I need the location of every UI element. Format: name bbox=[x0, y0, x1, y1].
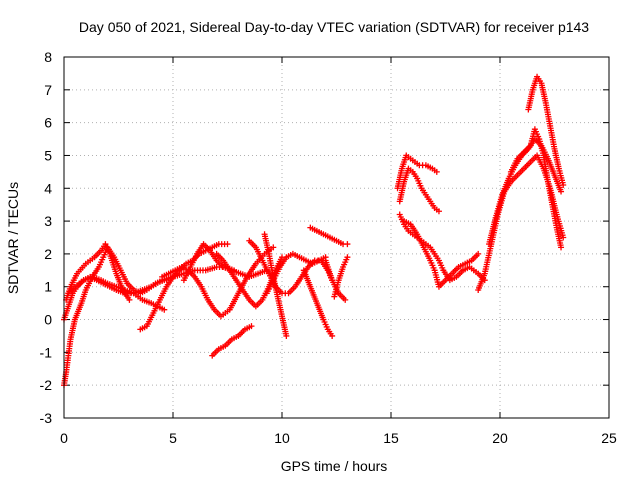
series-arc16 bbox=[331, 254, 351, 300]
data-point-marker bbox=[435, 208, 442, 215]
data-point-marker bbox=[433, 168, 440, 175]
y-tick-label: 0 bbox=[44, 312, 52, 328]
data-point-marker bbox=[344, 241, 351, 248]
y-tick-label: 3 bbox=[44, 213, 52, 229]
series-arc24 bbox=[525, 73, 567, 188]
series-arc20 bbox=[401, 218, 482, 290]
data-point-marker bbox=[558, 188, 565, 195]
data-point-marker bbox=[342, 296, 349, 303]
y-tick-label: 5 bbox=[44, 147, 52, 163]
y-tick-label: -3 bbox=[40, 410, 53, 426]
series-arc18 bbox=[396, 165, 442, 215]
x-tick-label: 15 bbox=[383, 430, 399, 446]
data-point-marker bbox=[560, 234, 567, 241]
y-tick-label: -2 bbox=[40, 377, 53, 393]
y-tick-label: 4 bbox=[44, 180, 52, 196]
chart-title: Day 050 of 2021, Sidereal Day-to-day VTE… bbox=[79, 19, 589, 35]
data-point-marker bbox=[126, 296, 133, 303]
plot-frame bbox=[63, 56, 610, 419]
data-point-marker bbox=[329, 332, 336, 339]
data-point-marker bbox=[224, 241, 231, 248]
x-tick-label: 10 bbox=[274, 430, 290, 446]
y-tick-label: 1 bbox=[44, 279, 52, 295]
series-arc23 bbox=[507, 126, 565, 251]
data-point-marker bbox=[475, 250, 482, 257]
x-tick-label: 0 bbox=[60, 430, 68, 446]
y-tick-label: 6 bbox=[44, 115, 52, 131]
data-point-marker bbox=[270, 244, 277, 251]
x-tick-label: 20 bbox=[492, 430, 508, 446]
series-arc8 bbox=[209, 323, 255, 359]
y-axis-label: SDTVAR / TECUs bbox=[5, 182, 21, 294]
series-arc11 bbox=[261, 231, 290, 339]
y-tick-label: 2 bbox=[44, 246, 52, 262]
x-axis-label: GPS time / hours bbox=[281, 458, 388, 474]
data-point-marker bbox=[248, 323, 255, 330]
data-point-marker bbox=[344, 254, 351, 261]
series-arc17 bbox=[394, 152, 440, 192]
data-point-marker bbox=[558, 244, 565, 251]
series-arc13 bbox=[307, 224, 351, 248]
x-tick-label: 25 bbox=[601, 430, 617, 446]
data-point-marker bbox=[161, 306, 168, 313]
y-tick-label: 8 bbox=[44, 49, 52, 65]
series-arc14 bbox=[300, 267, 336, 339]
data-point-marker bbox=[560, 181, 567, 188]
y-tick-label: 7 bbox=[44, 82, 52, 98]
tick-layer: 0 5 10 15 20 25 -3 -2 -1 0 1 2 3 4 5 6 7 8 bbox=[40, 49, 617, 446]
y-tick-label: -1 bbox=[40, 344, 53, 360]
data-layer bbox=[61, 73, 567, 389]
series-arc12 bbox=[263, 250, 329, 297]
data-point-marker bbox=[283, 332, 290, 339]
x-tick-label: 5 bbox=[169, 430, 177, 446]
